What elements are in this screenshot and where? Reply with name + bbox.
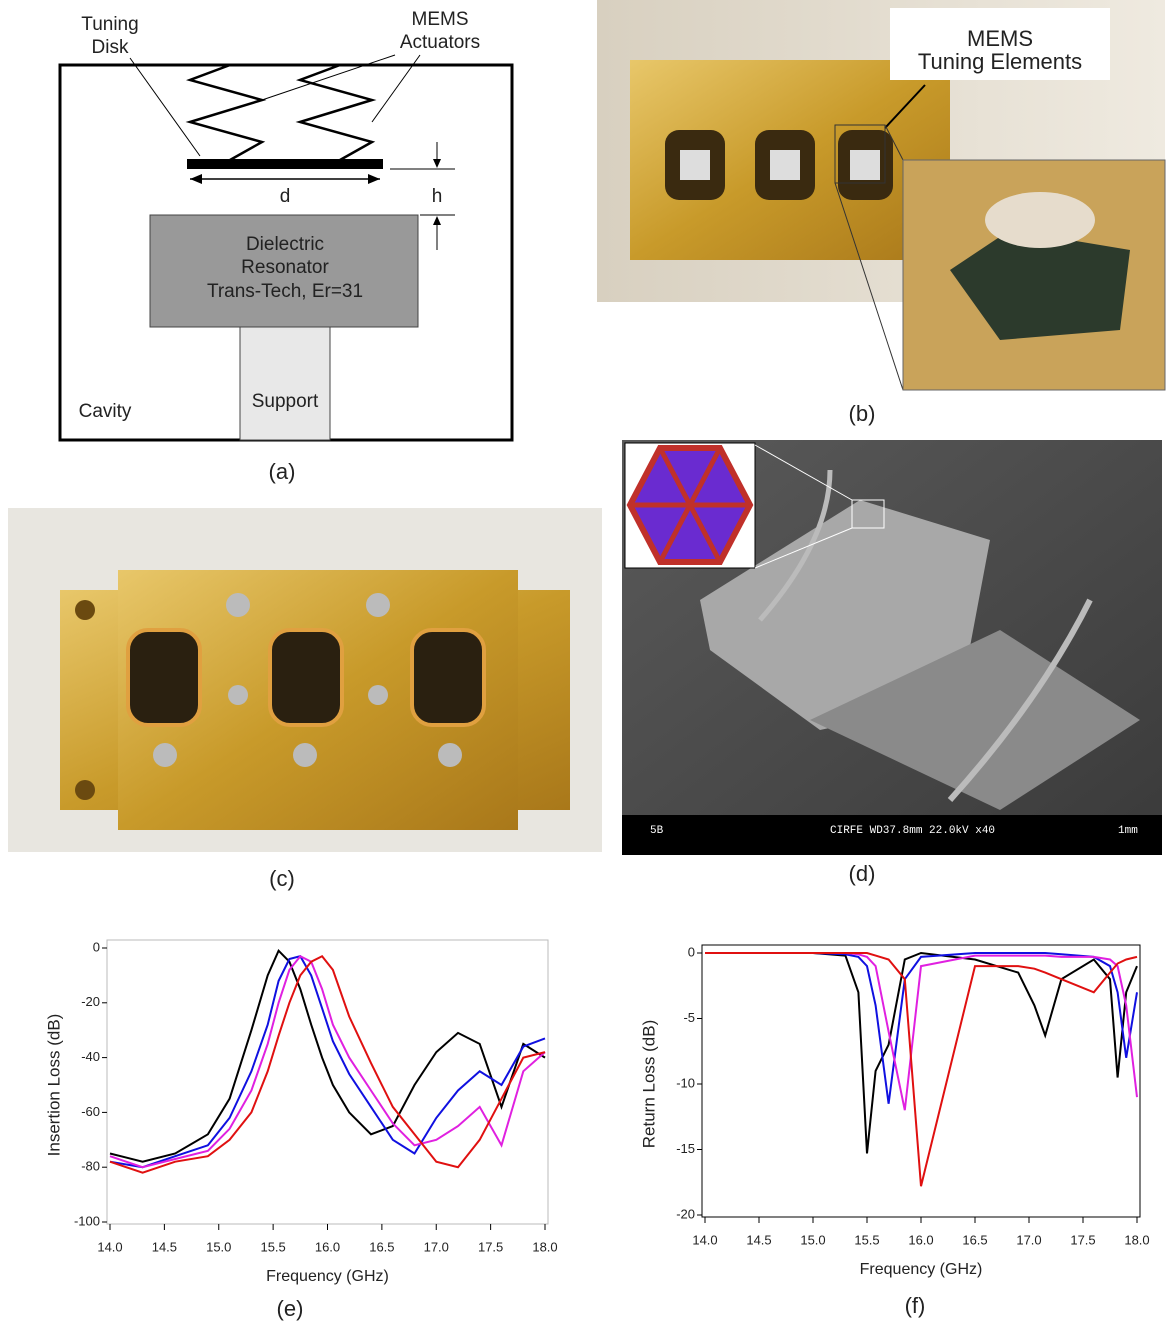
series-line [705, 953, 1137, 1186]
y-tick-label: 0 [688, 944, 695, 959]
y-tick-label: -10 [676, 1075, 695, 1090]
tuning-hole [412, 630, 484, 725]
label: d [280, 186, 291, 207]
y-tick-label: -5 [683, 1010, 695, 1025]
x-tick-label: 14.5 [152, 1239, 177, 1254]
caption: (b) [849, 401, 876, 426]
x-tick-label: 17.5 [478, 1239, 503, 1254]
tuning-disk [187, 159, 383, 169]
x-tick-label: 16.5 [369, 1239, 394, 1254]
caption: (d) [849, 861, 876, 886]
figure: Tuning Disk MEMS Actuators d h Dielectri… [0, 0, 1167, 1331]
panel-c: (c) [8, 508, 602, 891]
x-tick-label: 17.5 [1070, 1232, 1095, 1247]
panel-a: Tuning Disk MEMS Actuators d h Dielectri… [60, 9, 512, 484]
series-line [110, 956, 545, 1167]
tuning-hole [270, 630, 342, 725]
x-tick-label: 17.0 [424, 1239, 449, 1254]
disk [985, 192, 1095, 248]
y-tick-label: -20 [676, 1206, 695, 1221]
x-tick-label: 15.0 [206, 1239, 231, 1254]
plot-frame [107, 940, 548, 1224]
hole [75, 780, 95, 800]
label: h [432, 186, 443, 207]
x-tick-label: 15.0 [800, 1232, 825, 1247]
x-tick-label: 17.0 [1016, 1232, 1041, 1247]
caption: (a) [269, 459, 296, 484]
panel-d: 5B CIRFE WD37.8mm 22.0kV x40 1mm (d) [622, 440, 1162, 886]
y-tick-label: -60 [81, 1104, 100, 1119]
caption: (f) [905, 1293, 926, 1318]
element [850, 150, 880, 180]
x-tick-label: 16.5 [962, 1232, 987, 1247]
y-tick-label: -15 [676, 1141, 695, 1156]
x-tick-label: 15.5 [854, 1232, 879, 1247]
x-tick-label: 14.5 [746, 1232, 771, 1247]
label: Tuning Elements [918, 49, 1082, 74]
label: MEMS [412, 9, 469, 30]
label: Trans-Tech, Er=31 [207, 281, 363, 302]
x-axis-label: Frequency (GHz) [266, 1268, 389, 1285]
caption: (e) [277, 1296, 304, 1321]
y-tick-label: 0 [93, 939, 100, 954]
support [240, 327, 330, 440]
series-line [110, 956, 545, 1172]
label: Actuators [400, 32, 480, 53]
y-axis-label: Return Loss (dB) [639, 1020, 658, 1149]
sem-text: 1mm [1118, 825, 1138, 837]
panel-b: MEMS Tuning Elements (b) [597, 0, 1165, 426]
y-tick-label: -40 [81, 1049, 100, 1064]
label: Disk [92, 37, 129, 58]
y-axis-label: Insertion Loss (dB) [44, 1014, 63, 1157]
element [770, 150, 800, 180]
label: Resonator [241, 257, 329, 278]
y-tick-label: -100 [74, 1213, 100, 1228]
x-axis-label: Frequency (GHz) [860, 1261, 983, 1278]
x-tick-label: 18.0 [1124, 1232, 1149, 1247]
y-tick-label: -80 [81, 1159, 100, 1174]
x-tick-label: 16.0 [315, 1239, 340, 1254]
element [680, 150, 710, 180]
label: MEMS [967, 26, 1033, 51]
x-tick-label: 18.0 [532, 1239, 557, 1254]
series-line [110, 951, 545, 1162]
hole [153, 743, 177, 767]
label: Cavity [79, 401, 132, 422]
hole [366, 593, 390, 617]
hole [293, 743, 317, 767]
label: Tuning [81, 14, 138, 35]
series-line [110, 956, 545, 1167]
label: Dielectric [246, 234, 324, 255]
x-tick-label: 14.0 [692, 1232, 717, 1247]
x-tick-label: 16.0 [908, 1232, 933, 1247]
hole [75, 600, 95, 620]
caption: (c) [269, 866, 295, 891]
series-line [705, 953, 1137, 1104]
x-tick-label: 14.0 [97, 1239, 122, 1254]
label: Support [252, 391, 319, 412]
y-tick-label: -20 [81, 994, 100, 1009]
hole [368, 685, 388, 705]
x-tick-label: 15.5 [260, 1239, 285, 1254]
series-line [705, 953, 1137, 1110]
sem-text: CIRFE WD37.8mm 22.0kV x40 [830, 825, 995, 837]
hole [438, 743, 462, 767]
tuning-hole [128, 630, 200, 725]
hole [226, 593, 250, 617]
sem-text: 5B [650, 825, 664, 837]
hole [228, 685, 248, 705]
